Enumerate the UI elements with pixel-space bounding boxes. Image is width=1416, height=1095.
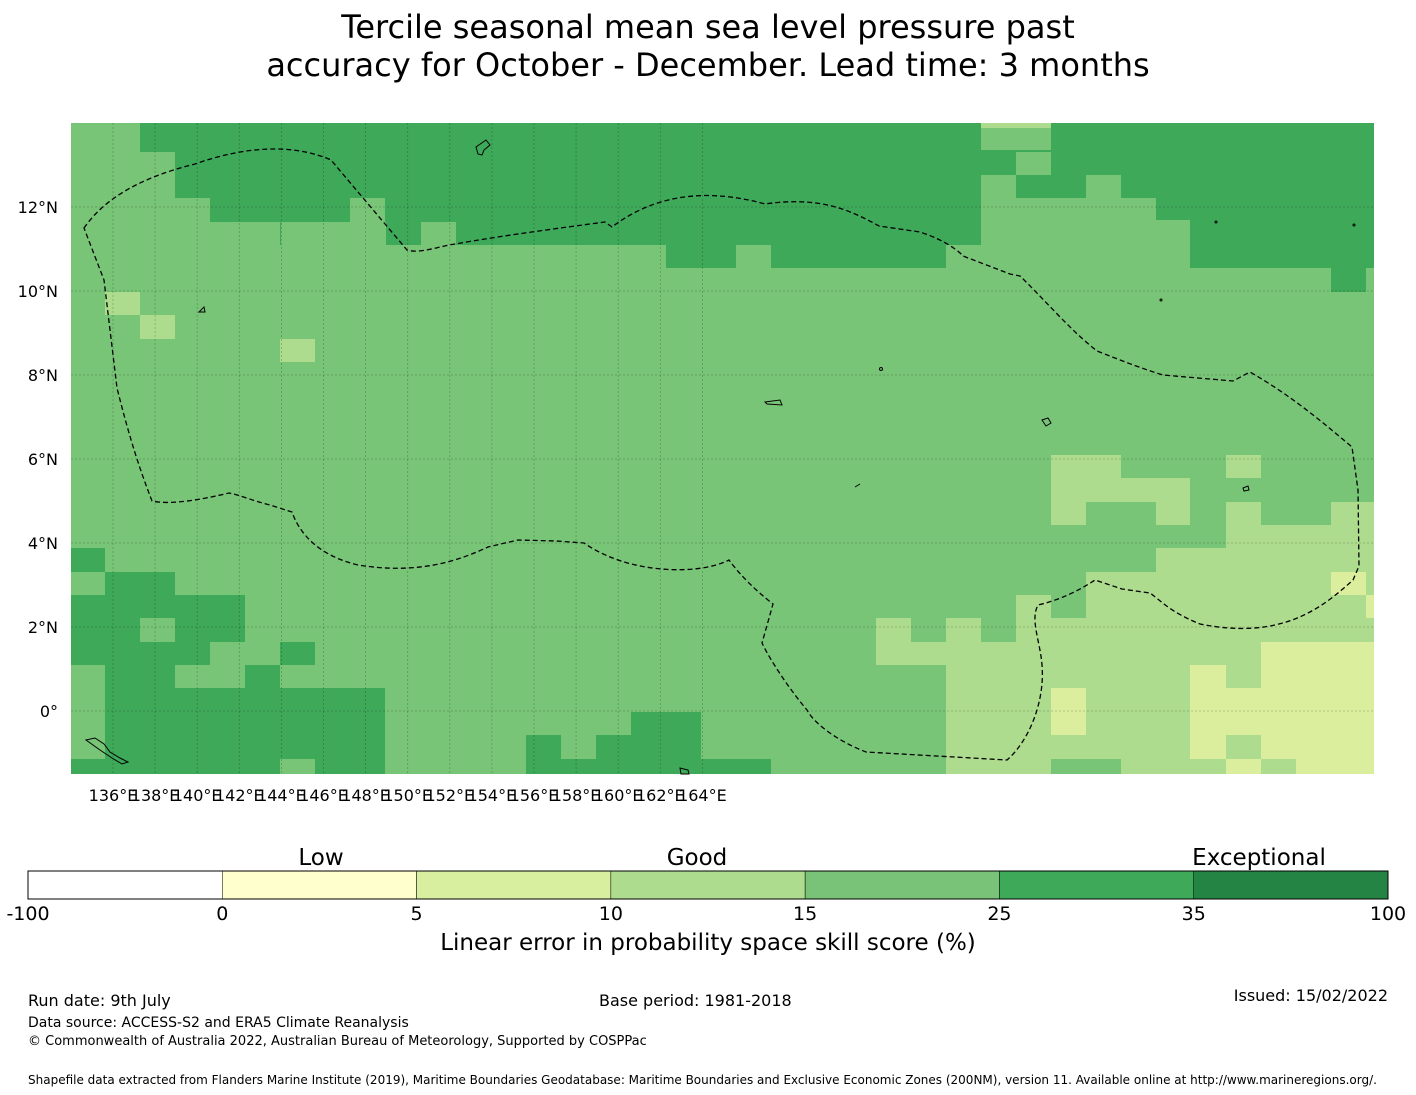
category-low-label: Low xyxy=(298,845,343,871)
longitude-tick-label: 156°E xyxy=(510,786,559,805)
data-source: Data source: ACCESS-S2 and ERA5 Climate … xyxy=(28,1015,409,1031)
copyright: © Commonwealth of Australia 2022, Austra… xyxy=(28,1034,647,1049)
latitude-tick-label: 10°N xyxy=(18,282,58,301)
skill-cell xyxy=(1051,759,1121,774)
colorbar-tick-label: 10 xyxy=(599,903,623,925)
category-good-label: Good xyxy=(667,845,728,871)
skill-cell xyxy=(1366,595,1374,618)
longitude-tick-label: 154°E xyxy=(468,786,517,805)
island-pohnpei xyxy=(1041,417,1052,427)
colorbar-segment xyxy=(999,870,1194,900)
colorbar-tick-label: 35 xyxy=(1182,903,1206,925)
latitude-tick-label: 0° xyxy=(40,702,58,721)
skill-cell xyxy=(1261,759,1296,774)
colorbar: -100 0 5 10 15 25 35 100 Low Good Exceptional xyxy=(6,845,1406,925)
longitude-tick-label: 162°E xyxy=(636,786,685,805)
colorbar-segment xyxy=(222,870,417,900)
longitude-tick-label: 142°E xyxy=(215,786,264,805)
skill-region-high-south xyxy=(526,712,771,774)
skill-cell xyxy=(140,618,175,642)
longitude-tick-label: 138°E xyxy=(131,786,180,805)
island-small xyxy=(1214,220,1218,224)
skill-cell xyxy=(140,315,175,339)
skill-cell xyxy=(1016,152,1051,175)
island-small xyxy=(854,483,861,488)
colorbar-label: Linear error in probability space skill … xyxy=(440,930,976,956)
map-panel: 136°E138°E140°E142°E144°E146°E148°E150°E… xyxy=(18,123,1374,805)
skill-cell xyxy=(280,339,315,362)
skill-region-high-north xyxy=(140,123,1374,292)
skill-cell xyxy=(1051,595,1086,618)
issued-date: Issued: 15/02/2022 xyxy=(1233,986,1388,1005)
map-title: Tercile seasonal mean sea level pressure… xyxy=(0,8,1416,84)
island-small xyxy=(879,367,883,371)
islands xyxy=(84,139,1356,775)
island-palau xyxy=(84,737,130,765)
skill-cell xyxy=(876,665,946,774)
skill-cell xyxy=(280,642,315,665)
skill-cell xyxy=(105,292,140,315)
colorbar-segment xyxy=(1193,870,1389,900)
island-kosrae xyxy=(1242,485,1250,492)
skill-cell xyxy=(71,572,105,595)
colorbar-frame xyxy=(27,870,1389,900)
base-period: Base period: 1981-2018 xyxy=(599,991,792,1010)
longitude-tick-label: 160°E xyxy=(594,786,643,805)
skill-cell xyxy=(1051,688,1086,735)
colorbar-tick-label: 15 xyxy=(793,903,817,925)
colorbar-segment xyxy=(416,870,612,900)
latitude-tick-label: 2°N xyxy=(28,618,58,637)
longitude-tick-labels: 136°E138°E140°E142°E144°E146°E148°E150°E… xyxy=(89,786,727,805)
colorbar-segment xyxy=(804,870,1000,900)
eez-boundary xyxy=(83,148,1360,761)
shapefile-credit: Shapefile data extracted from Flanders M… xyxy=(28,1073,1377,1087)
colorbar-tick-label: 100 xyxy=(1370,903,1406,925)
island-guam xyxy=(475,139,491,156)
longitude-tick-label: 140°E xyxy=(173,786,222,805)
island-yap xyxy=(197,305,206,313)
skill-cell xyxy=(911,618,946,642)
skill-cell xyxy=(71,665,105,759)
latitude-tick-labels: 12°N 10°N 8°N 6°N 4°N 2°N 0° xyxy=(18,198,58,721)
skill-cell xyxy=(421,222,456,245)
title-line-2: accuracy for October - December. Lead ti… xyxy=(266,46,1150,84)
island-chuuk xyxy=(763,399,783,406)
run-date: Run date: 9th July xyxy=(28,991,171,1010)
colorbar-segment xyxy=(610,870,806,900)
colorbar-tick-label: 5 xyxy=(411,903,423,925)
longitude-tick-label: 136°E xyxy=(89,786,138,805)
category-exceptional-label: Exceptional xyxy=(1192,845,1326,871)
island-small xyxy=(1352,223,1356,227)
longitude-tick-label: 152°E xyxy=(425,786,474,805)
skill-cell xyxy=(981,123,1051,128)
graticule xyxy=(71,123,1374,774)
skill-region-medium-east xyxy=(1051,455,1190,525)
longitude-tick-label: 164°E xyxy=(678,786,727,805)
longitude-tick-label: 150°E xyxy=(383,786,432,805)
latitude-tick-label: 12°N xyxy=(18,198,58,217)
longitude-tick-label: 146°E xyxy=(299,786,348,805)
latitude-tick-label: 8°N xyxy=(28,366,58,385)
title-line-1: Tercile seasonal mean sea level pressure… xyxy=(341,8,1075,46)
longitude-tick-label: 148°E xyxy=(341,786,390,805)
latitude-tick-label: 4°N xyxy=(28,534,58,553)
latitude-tick-label: 6°N xyxy=(28,450,58,469)
island-small xyxy=(1159,298,1163,302)
colorbar-tick-label: -100 xyxy=(6,903,49,925)
skill-cells xyxy=(71,123,1374,774)
skill-region-high-southwest xyxy=(71,548,385,774)
skill-cell xyxy=(280,759,315,774)
longitude-tick-label: 158°E xyxy=(552,786,601,805)
island-small xyxy=(679,767,690,775)
longitude-tick-label: 144°E xyxy=(257,786,306,805)
skill-cell xyxy=(1226,455,1261,478)
colorbar-segment xyxy=(27,870,223,900)
colorbar-tick-label: 0 xyxy=(216,903,228,925)
colorbar-tick-label: 25 xyxy=(987,903,1011,925)
skill-cell xyxy=(1226,735,1261,759)
